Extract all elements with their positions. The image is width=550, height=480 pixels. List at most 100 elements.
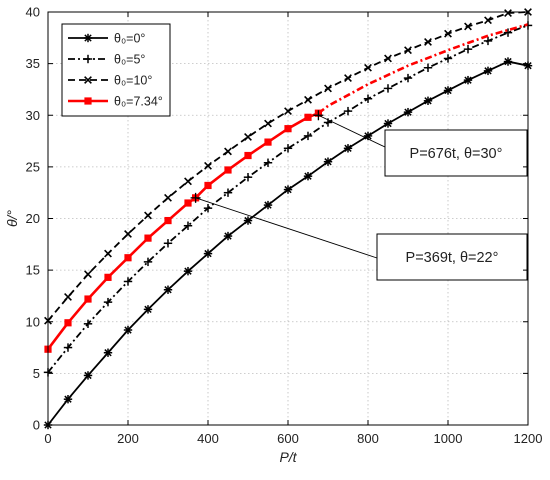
data-point bbox=[263, 158, 273, 167]
data-point bbox=[83, 371, 93, 380]
legend-marker bbox=[83, 54, 93, 64]
legend-item: θ₀=5° bbox=[68, 53, 145, 67]
data-point bbox=[483, 66, 493, 76]
data-point bbox=[504, 9, 512, 17]
legend-label: θ₀=7.34° bbox=[114, 95, 163, 109]
data-point bbox=[403, 73, 413, 83]
data-point bbox=[424, 38, 432, 46]
series-line bbox=[46, 111, 319, 350]
y-tick-label: 25 bbox=[26, 159, 40, 174]
data-point bbox=[483, 36, 493, 46]
data-point bbox=[203, 249, 213, 258]
annotation-leader-line bbox=[318, 114, 386, 148]
data-point bbox=[224, 166, 232, 174]
data-point bbox=[284, 125, 292, 133]
data-point bbox=[343, 106, 353, 116]
data-point bbox=[143, 257, 153, 267]
data-point bbox=[403, 107, 413, 117]
data-point bbox=[423, 96, 433, 105]
data-point bbox=[383, 84, 393, 93]
data-point bbox=[124, 230, 132, 238]
data-point bbox=[164, 193, 172, 202]
annotation-box bbox=[384, 129, 528, 177]
data-point bbox=[143, 305, 153, 314]
data-point bbox=[183, 266, 193, 276]
data-point bbox=[144, 211, 152, 220]
y-tick-label: 15 bbox=[26, 263, 40, 278]
legend-label: θ₀=0° bbox=[114, 32, 145, 46]
y-tick-label: 30 bbox=[26, 108, 40, 123]
data-point bbox=[343, 144, 353, 153]
y-tick-label: 10 bbox=[26, 314, 40, 329]
data-point bbox=[283, 185, 293, 194]
data-point bbox=[264, 119, 272, 128]
data-point bbox=[83, 319, 93, 329]
legend-marker bbox=[84, 97, 92, 105]
y-tick-label: 40 bbox=[26, 5, 40, 20]
data-point bbox=[303, 171, 313, 181]
legend-marker bbox=[84, 76, 92, 84]
data-point bbox=[224, 147, 232, 156]
data-point bbox=[443, 54, 453, 63]
data-point bbox=[324, 84, 332, 93]
data-point bbox=[164, 216, 172, 225]
data-point bbox=[244, 151, 252, 160]
series-layer bbox=[43, 8, 533, 430]
series-1 bbox=[43, 21, 533, 377]
data-point bbox=[283, 144, 293, 153]
data-point bbox=[363, 94, 373, 103]
data-point bbox=[243, 173, 253, 182]
x-tick-label: 400 bbox=[197, 431, 219, 446]
x-tick-label: 0 bbox=[44, 431, 51, 446]
data-point bbox=[304, 113, 312, 121]
data-point bbox=[223, 188, 233, 197]
legend-item: θ₀=0° bbox=[68, 32, 145, 46]
annotation-label: P=676t, θ=30° bbox=[410, 146, 503, 162]
data-point bbox=[144, 234, 152, 242]
data-point bbox=[423, 63, 433, 72]
data-point bbox=[404, 46, 412, 55]
legend-item: θ₀=10° bbox=[68, 74, 152, 88]
data-point bbox=[204, 161, 212, 170]
legend-label: θ₀=10° bbox=[114, 74, 152, 88]
data-point bbox=[503, 57, 513, 66]
x-tick-label: 1200 bbox=[514, 431, 543, 446]
data-point bbox=[64, 293, 72, 301]
data-point bbox=[323, 157, 333, 166]
data-point bbox=[184, 199, 192, 207]
x-tick-label: 1000 bbox=[434, 431, 463, 446]
data-point bbox=[463, 44, 473, 54]
data-point bbox=[364, 63, 372, 72]
data-point bbox=[443, 86, 453, 95]
data-point bbox=[484, 16, 492, 25]
annotation-layer: P=676t, θ=30° P=369t, θ=22° bbox=[190, 110, 528, 281]
data-point bbox=[124, 254, 132, 262]
annotation-label: P=369t, θ=22° bbox=[406, 250, 499, 266]
data-point bbox=[244, 133, 252, 141]
data-point bbox=[263, 200, 273, 210]
y-tick-label: 35 bbox=[26, 56, 40, 71]
y-axis-label: θ/° bbox=[4, 210, 20, 227]
y-tick-label: 5 bbox=[33, 366, 40, 381]
data-point bbox=[284, 107, 292, 116]
data-point bbox=[63, 394, 73, 404]
data-point bbox=[103, 297, 113, 307]
data-point bbox=[163, 239, 173, 248]
legend-label: θ₀=5° bbox=[114, 53, 145, 67]
data-point bbox=[204, 181, 212, 190]
data-point bbox=[264, 138, 272, 146]
data-point bbox=[104, 273, 112, 281]
series-line bbox=[317, 23, 529, 115]
data-point bbox=[103, 348, 113, 357]
data-point bbox=[84, 270, 92, 279]
data-point bbox=[243, 216, 253, 225]
annotation-leader-line bbox=[195, 197, 378, 259]
series-2 bbox=[44, 8, 532, 325]
x-tick-label: 800 bbox=[357, 431, 379, 446]
x-axis-label: P/t bbox=[279, 449, 297, 465]
legend-item: θ₀=7.34° bbox=[68, 95, 163, 109]
data-point bbox=[123, 325, 133, 335]
data-point bbox=[303, 131, 313, 141]
